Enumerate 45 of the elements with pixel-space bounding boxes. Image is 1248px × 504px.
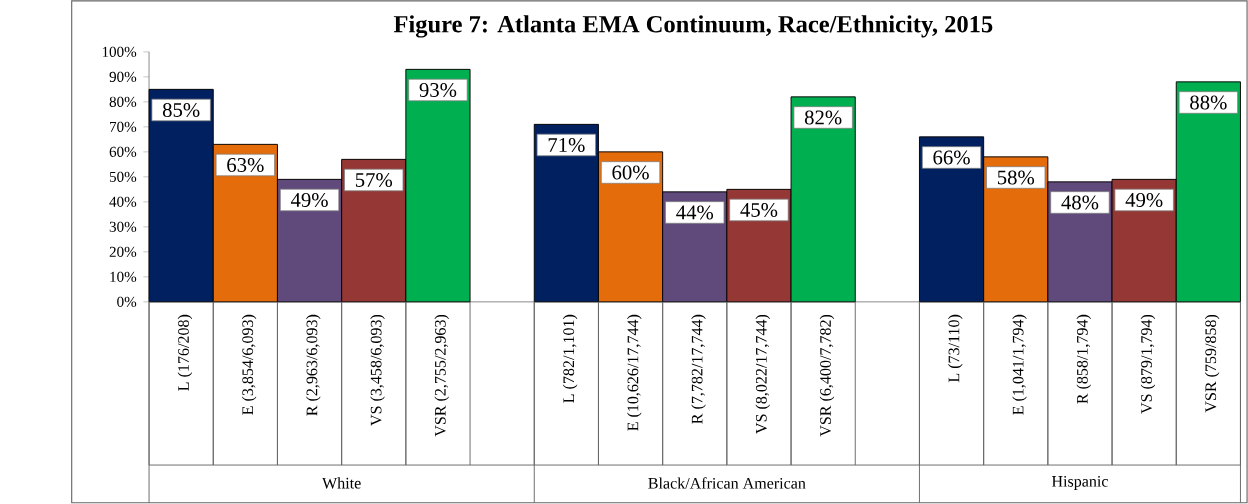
x-tick-label: R (858/1,794): [1076, 315, 1091, 404]
chart-title: Figure 7: Atlanta EMA Continuum, Race/Ethnicity, 2015: [393, 15, 993, 38]
data-label: 49%: [1125, 193, 1163, 208]
x-tick-label: VSR (2,755/2,963): [434, 315, 449, 437]
data-label: 71%: [548, 138, 585, 153]
x-tick-label: VS (879/1,794): [1140, 315, 1156, 414]
y-tick-label: 10%: [110, 271, 137, 283]
y-tick-label: 80%: [109, 96, 137, 108]
text: White: [322, 477, 361, 489]
x-tick-label: L (73/110): [948, 315, 963, 383]
x-tick-label: R (7,782/17,744): [691, 315, 706, 424]
x-tick-label: E (3,854/6,093): [241, 315, 257, 415]
text: Hispanic: [1051, 476, 1108, 491]
data-label: 44%: [676, 205, 714, 220]
y-tick-label: 70%: [110, 121, 137, 133]
data-label: 63%: [227, 158, 264, 173]
x-tick-label: VS (3,458/6,093): [370, 315, 385, 426]
data-label: 66%: [933, 150, 970, 165]
x-tick-label: E (1,041/1,794): [1012, 315, 1027, 415]
x-tick-label: E (10,626/17,744): [627, 315, 642, 431]
y-tick-label: 90%: [109, 71, 137, 83]
data-label: 45%: [740, 203, 778, 218]
y-tick-label: 20%: [109, 246, 137, 258]
y-tick-label: 40%: [109, 196, 137, 208]
x-tick-label: L (782/1,101): [562, 315, 578, 403]
x-tick-label: L (176/208): [177, 315, 193, 391]
data-label: 88%: [1190, 95, 1227, 110]
data-label: 58%: [997, 170, 1035, 185]
data-label: 93%: [419, 83, 457, 98]
x-tick-label: R (2,963/6,093): [306, 315, 321, 416]
y-tick-label: 50%: [109, 171, 137, 183]
y-tick-label: 60%: [109, 146, 137, 158]
x-tick-label: VSR (6,400/7,782): [819, 315, 835, 437]
x-tick-label: VSR (759/858): [1204, 315, 1220, 413]
data-label: 82%: [804, 110, 842, 125]
data-label: 49%: [290, 193, 328, 208]
text: Black/African American: [648, 477, 806, 489]
data-label: 48%: [1061, 195, 1099, 210]
y-tick-label: 30%: [109, 221, 137, 233]
y-tick-label: 100%: [102, 46, 137, 58]
x-tick-label: VS (8,022/17,744): [755, 315, 770, 434]
y-tick-label: 0%: [117, 296, 137, 308]
data-label: 85%: [162, 103, 200, 118]
data-label: 57%: [355, 173, 393, 188]
data-label: 60%: [612, 165, 649, 180]
